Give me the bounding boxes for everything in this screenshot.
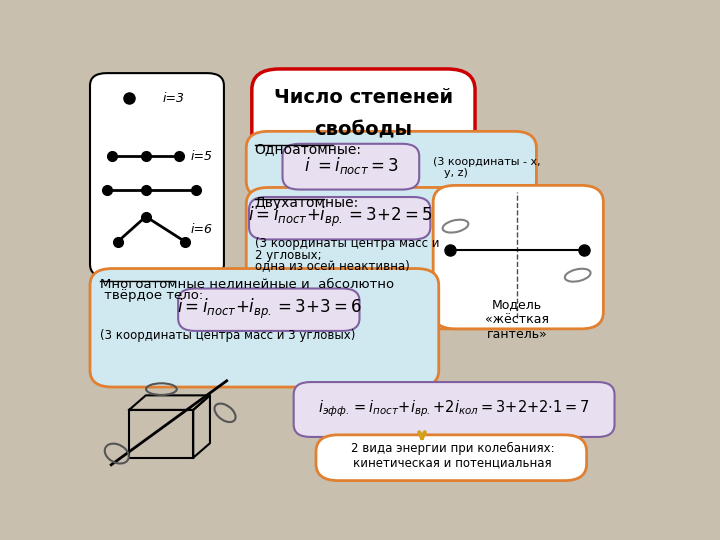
- Text: (3 координаты центра масс и 3 угловых): (3 координаты центра масс и 3 угловых): [100, 329, 356, 342]
- Text: i=5: i=5: [190, 150, 212, 163]
- Text: $i{=}i_{\mathregular{пост}}{+}i_{\mathregular{вр.}}{=}3{+}2{=}5$: $i{=}i_{\mathregular{пост}}{+}i_{\mathre…: [248, 205, 432, 229]
- Text: 2 вида энергии при колебаниях:
кинетическая и потенциальная: 2 вида энергии при колебаниях: кинетичес…: [351, 442, 554, 470]
- Text: $i_{\mathregular{эфф.}}{=}i_{\mathregular{пост}}{+}i_{\mathregular{вр.}}{+}2i_{\: $i_{\mathregular{эфф.}}{=}i_{\mathregula…: [318, 399, 590, 419]
- Text: (3 координаты - x,: (3 координаты - x,: [433, 157, 541, 167]
- FancyBboxPatch shape: [294, 382, 615, 437]
- Text: Многоатомные нелинейные и  абсолютно: Многоатомные нелинейные и абсолютно: [100, 278, 394, 291]
- Text: Модель
«жёсткая
гантель»: Модель «жёсткая гантель»: [485, 299, 549, 341]
- FancyBboxPatch shape: [90, 73, 224, 277]
- Text: y, z): y, z): [444, 168, 468, 178]
- FancyBboxPatch shape: [246, 187, 548, 329]
- Text: свободы: свободы: [315, 121, 413, 140]
- Text: $i\ {=}i_{\mathregular{пост}}{=}3$: $i\ {=}i_{\mathregular{пост}}{=}3$: [304, 155, 399, 176]
- FancyBboxPatch shape: [433, 185, 603, 329]
- Text: i=3: i=3: [163, 92, 184, 105]
- FancyBboxPatch shape: [178, 288, 359, 331]
- Text: i=6: i=6: [190, 222, 212, 235]
- Text: одна из осей неактивна): одна из осей неактивна): [255, 259, 410, 272]
- Text: Число степеней: Число степеней: [274, 87, 453, 107]
- Text: 2 угловых;: 2 угловых;: [255, 248, 321, 261]
- FancyBboxPatch shape: [90, 268, 438, 387]
- Text: (3 координаты центра масс и: (3 координаты центра масс и: [255, 238, 439, 251]
- FancyBboxPatch shape: [282, 144, 419, 190]
- FancyBboxPatch shape: [252, 69, 475, 152]
- Text: Одноатомные:: Одноатомные:: [255, 141, 361, 156]
- Text: Двухатомные:: Двухатомные:: [255, 196, 359, 210]
- Text: твёрдое тело:: твёрдое тело:: [100, 289, 203, 302]
- FancyBboxPatch shape: [246, 131, 536, 198]
- Text: $i{=}i_{\mathregular{пост}}{+}i_{\mathregular{вр.}}{=}3{+}3{=}6$: $i{=}i_{\mathregular{пост}}{+}i_{\mathre…: [177, 297, 362, 321]
- FancyBboxPatch shape: [249, 197, 431, 239]
- FancyBboxPatch shape: [316, 435, 587, 481]
- Bar: [129, 410, 193, 458]
